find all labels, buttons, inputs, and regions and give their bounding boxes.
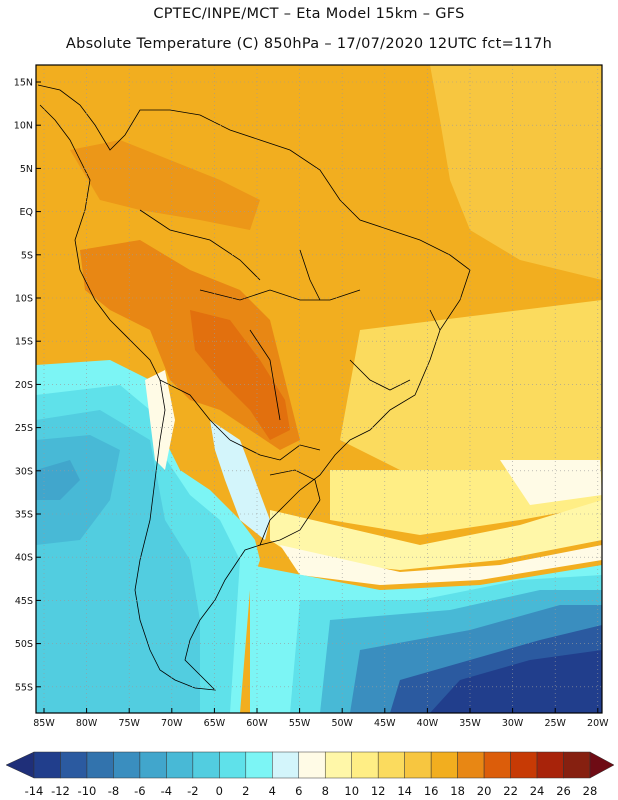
colorbar-label: 16 bbox=[424, 784, 439, 798]
colorbar-swatch bbox=[192, 751, 220, 779]
colorbar-swatch bbox=[536, 751, 564, 779]
colorbar-swatch bbox=[272, 751, 300, 779]
latitude-label: 10N bbox=[14, 121, 33, 132]
latitude-label: 5N bbox=[20, 164, 33, 175]
longitude-label: 30W bbox=[502, 718, 524, 729]
latitude-label: 5S bbox=[21, 250, 33, 261]
colorbar-label: -14 bbox=[25, 784, 44, 798]
colorbar-swatch bbox=[113, 751, 141, 779]
latitude-label: 30S bbox=[15, 466, 33, 477]
latitude-label: 50S bbox=[15, 639, 33, 650]
colorbar-label: -12 bbox=[51, 784, 70, 798]
colorbar-label: -2 bbox=[187, 784, 198, 798]
colorbar-label: 2 bbox=[242, 784, 249, 798]
longitude-label: 45W bbox=[374, 718, 396, 729]
map-subtitle: Absolute Temperature (C) 850hPa – 17/07/… bbox=[65, 36, 553, 52]
colorbar-label: 22 bbox=[503, 784, 518, 798]
map-title: CPTEC/INPE/MCT – Eta Model 15km – GFS bbox=[153, 6, 465, 22]
longitude-label: 65W bbox=[204, 718, 226, 729]
latitude-label: 15N bbox=[14, 78, 33, 89]
colorbar-label: -4 bbox=[161, 784, 172, 798]
colorbar-swatch bbox=[430, 751, 458, 779]
colorbar-swatch bbox=[324, 751, 352, 779]
colorbar-label: 28 bbox=[583, 784, 598, 798]
colorbar-swatch bbox=[139, 751, 167, 779]
coastline bbox=[37, 84, 471, 691]
longitude-label: 80W bbox=[76, 718, 98, 729]
colorbar-swatch bbox=[457, 751, 485, 779]
longitude-label: 85W bbox=[33, 718, 55, 729]
colorbar-label: -8 bbox=[108, 784, 119, 798]
colorbar-label: 12 bbox=[371, 784, 386, 798]
colorbar-label: -10 bbox=[78, 784, 97, 798]
colorbar-swatch bbox=[510, 751, 538, 779]
latitude-label: 15S bbox=[15, 337, 33, 348]
colorbar-low-arrow bbox=[5, 751, 35, 779]
colorbar-swatch bbox=[219, 751, 247, 779]
colorbar-swatch bbox=[245, 751, 273, 779]
colorbar-swatch bbox=[404, 751, 432, 779]
colorbar-swatch bbox=[351, 751, 379, 779]
longitude-labels: 85W 80W 75W 70W 65W 60W 55W 50W 45W 40W 35W 30W 25W 2… bbox=[33, 708, 609, 729]
latitude-label: 10S bbox=[15, 294, 33, 305]
longitude-label: 20W bbox=[587, 718, 609, 729]
colorbar-label: 24 bbox=[530, 784, 545, 798]
colorbar-swatch bbox=[563, 751, 591, 779]
colorbar-swatch bbox=[377, 751, 405, 779]
colorbar: -14 -12 -10 -8 -6 -4 -2 0 2 4 6 8 10 12 14 16 18 20 22 24 26… bbox=[5, 751, 615, 798]
colorbar-label: 20 bbox=[477, 784, 492, 798]
colorbar-label: 10 bbox=[344, 784, 359, 798]
map-frame bbox=[35, 64, 603, 714]
longitude-label: 40W bbox=[417, 718, 439, 729]
longitude-label: 60W bbox=[246, 718, 268, 729]
latitude-label: 45S bbox=[15, 596, 33, 607]
colorbar-label: 14 bbox=[397, 784, 412, 798]
latitude-label: 20S bbox=[15, 380, 33, 391]
temperature-field bbox=[36, 65, 602, 713]
longitude-label: 50W bbox=[331, 718, 353, 729]
latitude-labels: 15N 10N 5N EQ 5S 10S 15S 20S 25S 30S 35S 40S 45S 50S 5… bbox=[14, 78, 41, 693]
longitude-label: 55W bbox=[289, 718, 311, 729]
colorbar-swatch bbox=[166, 751, 194, 779]
colorbar-label: 6 bbox=[295, 784, 302, 798]
colorbar-swatch bbox=[33, 751, 61, 779]
latitude-label: 25S bbox=[15, 423, 33, 434]
colorbar-swatch bbox=[86, 751, 114, 779]
colorbar-label: 0 bbox=[216, 784, 223, 798]
latitude-label: 35S bbox=[15, 510, 33, 521]
longitude-label: 70W bbox=[161, 718, 183, 729]
colorbar-label: 4 bbox=[269, 784, 276, 798]
gridlines bbox=[36, 65, 602, 713]
colorbar-swatch bbox=[483, 751, 511, 779]
colorbar-label: 8 bbox=[322, 784, 329, 798]
longitude-label: 25W bbox=[544, 718, 566, 729]
colorbar-label: 18 bbox=[450, 784, 465, 798]
longitude-label: 75W bbox=[118, 718, 140, 729]
latitude-label: 55S bbox=[15, 682, 33, 693]
colorbar-label: 26 bbox=[556, 784, 571, 798]
longitude-label: 35W bbox=[459, 718, 481, 729]
colorbar-high-arrow bbox=[589, 751, 615, 779]
colorbar-swatch bbox=[60, 751, 88, 779]
colorbar-label: -6 bbox=[134, 784, 145, 798]
colorbar-swatch bbox=[298, 751, 326, 779]
latitude-label: EQ bbox=[20, 207, 33, 218]
latitude-label: 40S bbox=[15, 553, 33, 564]
